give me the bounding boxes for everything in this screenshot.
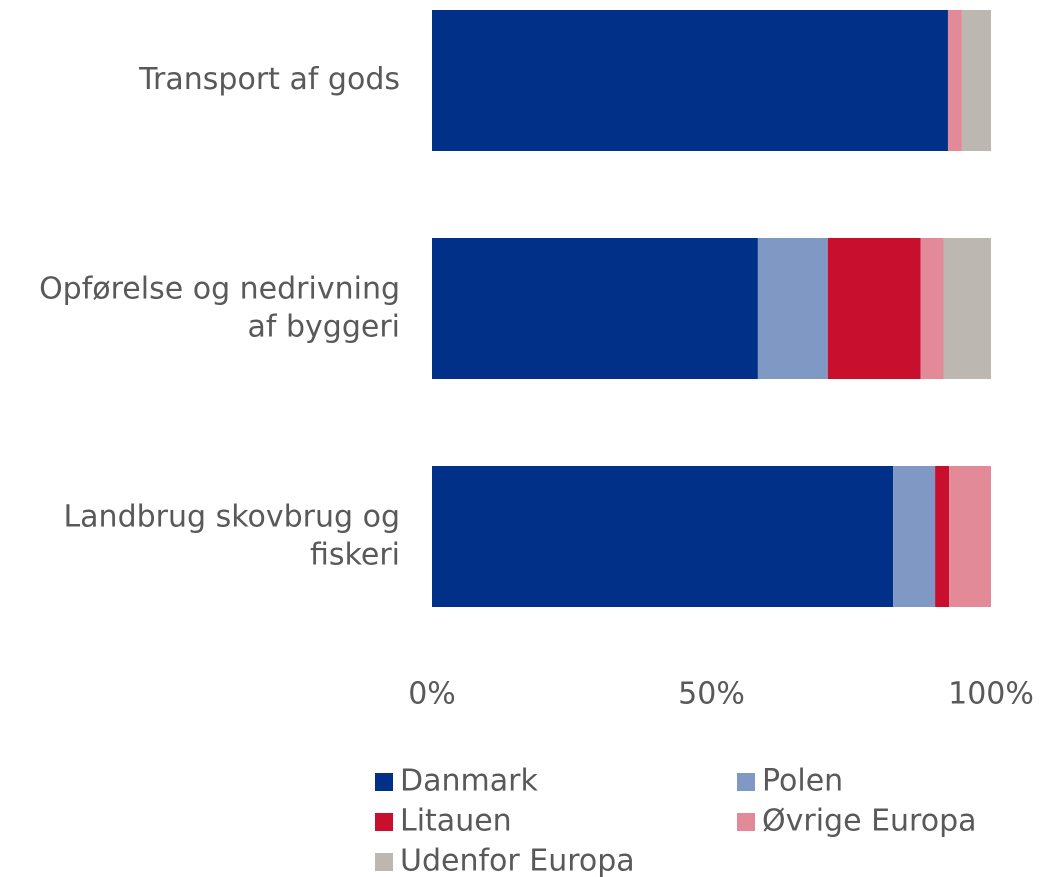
x-tick-label: 50% (678, 677, 745, 712)
bar-segment (432, 466, 894, 607)
x-tick-label: 100% (948, 677, 1034, 712)
bar-segment (432, 238, 758, 379)
bar-segment (943, 238, 991, 379)
y-tick-label: Opførelse og nedrivning af byggeri (39, 271, 400, 344)
bar-segment (920, 238, 944, 379)
bar-segment (949, 466, 991, 607)
bar-segment (757, 238, 828, 379)
x-tick-label: 0% (408, 677, 456, 712)
legend-label: Øvrige Europa (762, 804, 977, 839)
legend-marker (737, 813, 755, 831)
legend-label: Danmark (400, 764, 538, 799)
legend-marker (375, 773, 393, 791)
bar-segment (893, 466, 936, 607)
y-tick-label: Landbrug skovbrug og fiskeri (63, 499, 400, 572)
legend-marker (375, 813, 393, 831)
bar-segment (935, 466, 950, 607)
legend-label: Polen (762, 764, 843, 799)
legend-label: Litauen (400, 804, 512, 839)
bar-segment (961, 10, 991, 151)
legend-label: Udenfor Europa (400, 844, 635, 877)
bar-segment (432, 10, 948, 151)
bar-segment (827, 238, 921, 379)
legend-marker (737, 773, 755, 791)
legend-marker (375, 853, 393, 871)
bar-segment (947, 10, 962, 151)
y-tick-label: Transport af gods (138, 62, 400, 97)
